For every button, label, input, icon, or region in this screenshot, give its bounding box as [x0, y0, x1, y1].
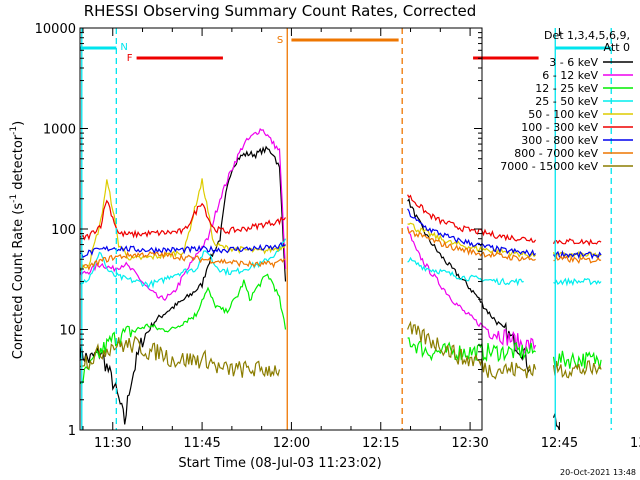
series-line-25-50kev-seg-2: [553, 277, 602, 287]
y-tick-label-100: 100: [51, 223, 76, 238]
y-tick-label-10000: 10000: [35, 22, 76, 37]
series-line-800-7000kev-seg-0: [79, 250, 286, 272]
series-line-300-800kev-seg-1: [407, 208, 537, 258]
y-axis-label: Corrected Count Rate (s-1 detector-1): [9, 121, 26, 359]
x-tick-label-1230: 12:30: [451, 436, 488, 451]
series-line-50-100kev-seg-0: [79, 178, 287, 270]
legend-label-7000-15000kev: 7000 - 15000 keV: [500, 160, 598, 173]
series-line-25-50kev-seg-0: [79, 238, 287, 289]
y-axis-label-main: Corrected Count Rate (s: [11, 203, 26, 360]
legend-label-12-25kev: 12 - 25 keV: [535, 82, 598, 95]
series-line-800-7000kev-seg-1: [407, 227, 536, 262]
legend-label-25-50kev: 25 - 50 keV: [535, 95, 598, 108]
series-line-3-6kev-seg-1: [407, 198, 531, 374]
series-line-7000-15000kev-seg-1: [407, 320, 537, 380]
series-line-300-800kev-seg-0: [79, 241, 286, 258]
series-line-3-6kev-seg-0: [79, 145, 287, 425]
series-line-7000-15000kev-seg-0: [79, 335, 281, 378]
series-line-12-25kev-seg-0: [79, 273, 287, 385]
series-line-6-12kev-seg-0: [79, 127, 287, 302]
series-line-100-300kev-seg-0: [79, 199, 286, 241]
x-axis-label: Start Time (08-Jul-03 11:23:02): [178, 456, 381, 471]
legend-label-100-300kev: 100 - 300 keV: [521, 121, 598, 134]
series-line-7000-15000kev-seg-2: [552, 360, 602, 379]
series-line-300-800kev-seg-2: [552, 249, 602, 260]
legend-header-line-2: Att 0: [604, 41, 630, 54]
s-flag-label: S: [277, 35, 283, 46]
f-flag-label: F: [127, 53, 133, 64]
y-tick-label-10: 10: [59, 324, 76, 339]
legend-label-300-800kev: 300 - 800 keV: [521, 134, 598, 147]
series-line-3-6kev-seg-2: [552, 413, 560, 431]
legend-label-800-7000kev: 800 - 7000 keV: [514, 147, 598, 160]
x-tick-label-1145: 11:45: [183, 436, 220, 451]
y-axis-label-mid: detector: [11, 134, 26, 194]
series-line-100-300kev-seg-1: [407, 194, 537, 243]
timestamp: 20-Oct-2021 13:48: [560, 468, 636, 477]
x-tick-label-1215: 12:15: [362, 436, 399, 451]
svg-text:Corrected Count Rate (s-1 dete: Corrected Count Rate (s-1 detector-1): [9, 121, 26, 359]
y-axis-label-exp2: -1: [9, 126, 19, 135]
x-tick-label-1245: 12:45: [541, 436, 578, 451]
y-tick-label-1: 1: [68, 424, 76, 439]
chart-title: RHESSI Observing Summary Count Rates, Co…: [84, 2, 477, 20]
y-tick-label-1000: 1000: [43, 123, 76, 138]
x-tick-label-1200: 12:00: [273, 436, 310, 451]
series-line-800-7000kev-seg-2: [553, 255, 602, 265]
legend-label-50-100kev: 50 - 100 keV: [528, 108, 598, 121]
legend-header-line-1: Det 1,3,4,5,6,9,: [544, 29, 630, 42]
series-line-100-300kev-seg-2: [552, 238, 602, 247]
series-line-50-100kev-seg-1: [407, 222, 536, 258]
legend-label-6-12kev: 6 - 12 keV: [542, 69, 598, 82]
series-line-25-50kev-seg-1: [407, 256, 524, 287]
y-axis-label-exp1: -1: [9, 194, 19, 203]
n-flag-label: N: [120, 42, 127, 53]
x-tick-label-1300: 13:00: [630, 436, 640, 451]
y-axis-label-end: ): [11, 121, 26, 126]
x-tick-label-1130: 11:30: [94, 436, 131, 451]
legend-label-3-6kev: 3 - 6 keV: [549, 56, 598, 69]
series-line-12-25kev-seg-1: [407, 337, 536, 363]
